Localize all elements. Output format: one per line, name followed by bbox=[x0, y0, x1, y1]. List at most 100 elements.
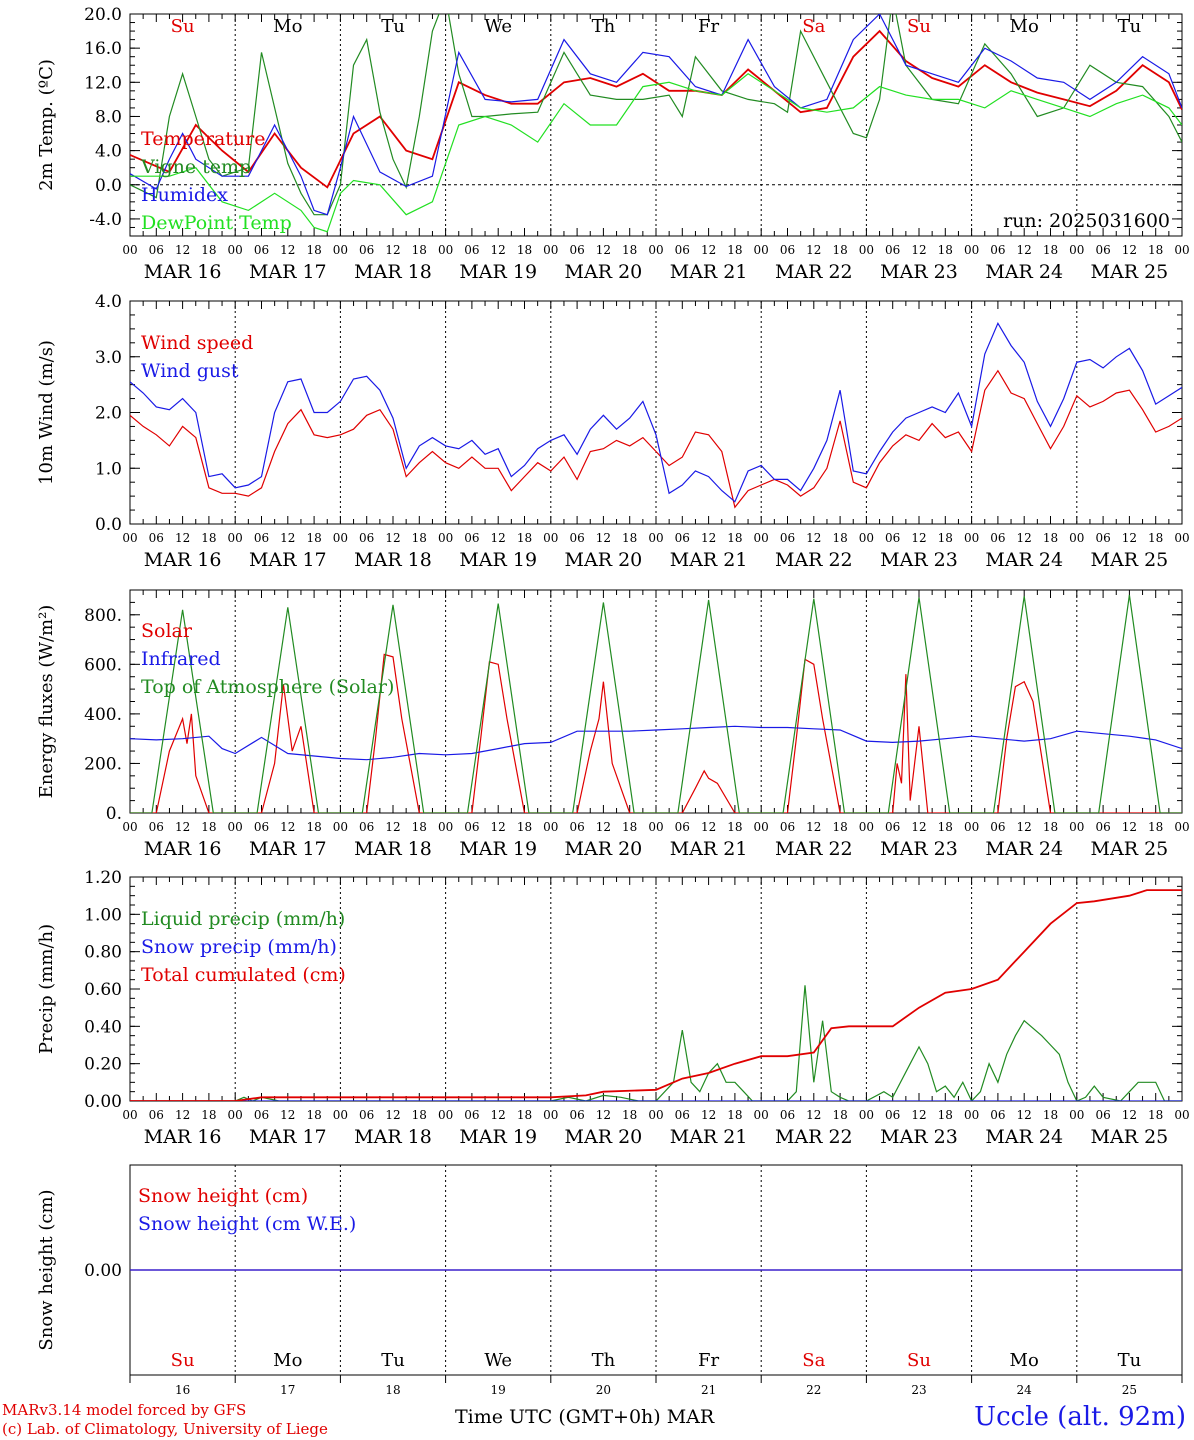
hour-tick-label: 00 bbox=[122, 820, 137, 834]
hour-tick-label: 12 bbox=[596, 531, 611, 545]
hour-tick-label: 12 bbox=[806, 1108, 821, 1122]
weekday-label: We bbox=[484, 1350, 512, 1371]
date-label: MAR 22 bbox=[775, 549, 853, 571]
hour-tick-label: 18 bbox=[832, 820, 847, 834]
date-label: MAR 25 bbox=[1091, 838, 1169, 860]
hour-tick-label: 00 bbox=[333, 1108, 348, 1122]
y-tick-label: 20.0 bbox=[84, 5, 122, 25]
date-label: MAR 19 bbox=[459, 549, 537, 571]
y-tick-label: 600. bbox=[84, 655, 122, 675]
panel-2: 00 06 12 18 MAR 16 00 06 12 18 MAR 17 00 06 12 18 MAR … bbox=[36, 292, 1190, 571]
hour-tick-label: 18 bbox=[622, 531, 637, 545]
hour-tick-label: 12 bbox=[806, 531, 821, 545]
date-label: MAR 18 bbox=[354, 549, 432, 571]
hour-tick-label: 18 bbox=[517, 820, 532, 834]
legend-entry: Solar bbox=[141, 620, 193, 642]
series-line-blue bbox=[130, 14, 1182, 216]
date-label: MAR 23 bbox=[880, 261, 958, 283]
hour-tick-label: 06 bbox=[990, 243, 1005, 257]
hour-tick-label: 06 bbox=[1095, 820, 1110, 834]
date-label: MAR 25 bbox=[1091, 1126, 1169, 1148]
hour-tick-label: 00 bbox=[754, 243, 769, 257]
y-tick-label: 800. bbox=[84, 606, 122, 626]
hour-tick-label: 00 bbox=[1174, 243, 1189, 257]
hour-tick-label: 06 bbox=[675, 531, 690, 545]
hour-tick-label: 06 bbox=[885, 243, 900, 257]
hour-tick-label: 00 bbox=[964, 1108, 979, 1122]
hour-tick-label: 12 bbox=[1017, 243, 1032, 257]
y-axis-label: 2m Temp. (ºC) bbox=[36, 59, 57, 191]
hour-tick-label: 00 bbox=[1174, 820, 1189, 834]
weekday-label: Tu bbox=[381, 16, 405, 37]
y-tick-label: 0.00 bbox=[84, 1092, 122, 1112]
hour-tick-label: 12 bbox=[806, 820, 821, 834]
hour-tick-label: 06 bbox=[464, 1108, 479, 1122]
hour-tick-label: 00 bbox=[859, 1108, 874, 1122]
hour-tick-label: 00 bbox=[228, 1108, 243, 1122]
hour-tick-label: 12 bbox=[175, 820, 190, 834]
hour-tick-label: 12 bbox=[1122, 1108, 1137, 1122]
hour-tick-label: 18 bbox=[1043, 820, 1058, 834]
station-label: Uccle (alt. 92m) bbox=[974, 1402, 1186, 1432]
date-label: MAR 16 bbox=[144, 549, 222, 571]
y-tick-label: 0.0 bbox=[95, 176, 122, 196]
hour-tick-label: 18 bbox=[306, 1108, 321, 1122]
weekday-label: Su bbox=[907, 16, 931, 37]
date-label: MAR 19 bbox=[459, 1126, 537, 1148]
y-tick-label: 0.80 bbox=[84, 943, 122, 963]
date-label: MAR 24 bbox=[985, 838, 1063, 860]
hour-tick-label: 12 bbox=[1017, 1108, 1032, 1122]
hour-tick-label: 12 bbox=[596, 820, 611, 834]
hour-tick-label: 06 bbox=[780, 531, 795, 545]
hour-tick-label: 00 bbox=[122, 243, 137, 257]
legend-entry: Top of Atmosphere (Solar) bbox=[141, 676, 394, 698]
hour-tick-label: 00 bbox=[543, 1108, 558, 1122]
hour-tick-label: 18 bbox=[1148, 243, 1163, 257]
hour-tick-label: 00 bbox=[333, 243, 348, 257]
hour-tick-label: 06 bbox=[149, 1108, 164, 1122]
hour-tick-label: 06 bbox=[780, 820, 795, 834]
y-tick-label: 4.0 bbox=[95, 142, 122, 162]
hour-tick-label: 00 bbox=[964, 820, 979, 834]
date-label: MAR 20 bbox=[565, 1126, 643, 1148]
hour-tick-label: 12 bbox=[701, 243, 716, 257]
date-label: MAR 16 bbox=[144, 261, 222, 283]
y-tick-label: 0.40 bbox=[84, 1017, 122, 1037]
series-line-blue bbox=[130, 725, 1182, 761]
hour-tick-label: 12 bbox=[280, 531, 295, 545]
weekday-label: Mo bbox=[273, 16, 302, 37]
hour-tick-label: 00 bbox=[1069, 531, 1084, 545]
hour-tick-label: 00 bbox=[859, 243, 874, 257]
series-line-blue bbox=[130, 321, 1182, 503]
series-line-red bbox=[130, 29, 1182, 189]
hour-tick-label: 00 bbox=[333, 531, 348, 545]
y-tick-label: 4.0 bbox=[95, 292, 122, 312]
date-label: MAR 20 bbox=[565, 838, 643, 860]
hour-tick-label: 18 bbox=[1148, 531, 1163, 545]
panel-1: 00 06 12 18 MAR 16 00 06 12 18 MAR 17 00 06 12 18 MAR … bbox=[36, 5, 1190, 283]
hour-tick-label: 00 bbox=[859, 531, 874, 545]
weekday-label: Su bbox=[907, 1350, 931, 1371]
hour-tick-label: 12 bbox=[385, 531, 400, 545]
weekday-label: Fr bbox=[698, 16, 719, 37]
hour-tick-label: 06 bbox=[885, 820, 900, 834]
hour-tick-label: 18 bbox=[201, 1108, 216, 1122]
date-label: MAR 17 bbox=[249, 838, 327, 860]
y-tick-label: 16.0 bbox=[84, 39, 122, 59]
date-label: MAR 24 bbox=[985, 549, 1063, 571]
date-label: MAR 18 bbox=[354, 1126, 432, 1148]
y-tick-label: -4.0 bbox=[89, 210, 122, 230]
hour-tick-label: 06 bbox=[254, 820, 269, 834]
date-label: MAR 22 bbox=[775, 1126, 853, 1148]
y-tick-label: 400. bbox=[84, 705, 122, 725]
date-label: MAR 19 bbox=[459, 838, 537, 860]
panel-4: 00 06 12 18 MAR 16 00 06 12 18 MAR 17 00 06 12 18 MAR … bbox=[36, 868, 1190, 1148]
hour-tick-label: 12 bbox=[175, 531, 190, 545]
legend-entry: Wind speed bbox=[141, 332, 253, 354]
hour-tick-label: 18 bbox=[727, 1108, 742, 1122]
date-label: MAR 25 bbox=[1091, 261, 1169, 283]
date-label: MAR 20 bbox=[565, 549, 643, 571]
hour-tick-label: 06 bbox=[569, 243, 584, 257]
hour-tick-label: 06 bbox=[990, 1108, 1005, 1122]
hour-tick-label: 06 bbox=[464, 531, 479, 545]
